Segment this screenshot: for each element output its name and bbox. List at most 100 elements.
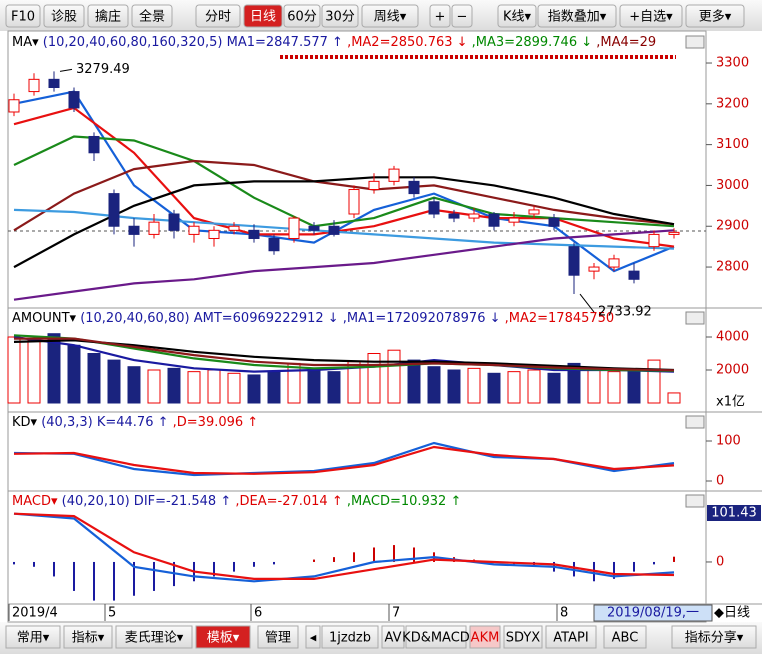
toolbar-label[interactable]: 指数叠加▾	[548, 10, 607, 25]
volume-bar	[547, 372, 561, 404]
ma-line	[13, 159, 675, 232]
bottom-tab[interactable]	[5, 625, 61, 649]
toolbar-button[interactable]	[131, 4, 173, 28]
toolbar-label[interactable]: 全景	[139, 9, 165, 25]
ma-line	[13, 512, 675, 580]
candle-body	[68, 91, 80, 109]
toolbar-button[interactable]	[537, 4, 617, 28]
bottom-tab[interactable]	[115, 625, 193, 649]
bottom-tab-label[interactable]: KD&MACD	[402, 631, 470, 646]
toolbar-button[interactable]	[497, 4, 537, 28]
header-item: DIF=-21.548 ↑	[130, 494, 232, 509]
toolbar-button[interactable]	[87, 4, 129, 28]
bottom-tab-label[interactable]: 指标分享▾	[685, 630, 744, 646]
toolbar-button[interactable]	[5, 4, 41, 28]
candle-body	[368, 180, 380, 191]
toolbar-label[interactable]: 诊股	[51, 10, 77, 25]
candle-body	[628, 270, 640, 280]
candle-body	[328, 225, 340, 235]
header-item: (10,20,40,60,80,160,320,5)	[43, 35, 223, 50]
volume-bar	[647, 359, 661, 404]
bottom-tab[interactable]	[257, 625, 299, 649]
toolbar-label[interactable]: 周线▾	[374, 10, 407, 25]
volume-bar	[67, 344, 81, 404]
y-tick-label: 0	[716, 474, 724, 489]
toolbar-label[interactable]: −	[457, 10, 468, 25]
bottom-tab[interactable]	[603, 625, 647, 649]
toolbar-button[interactable]	[243, 4, 283, 28]
toolbar-button[interactable]	[619, 4, 683, 28]
volume-bar	[247, 374, 261, 404]
toolbar-label[interactable]: K线▾	[503, 10, 532, 25]
bottom-tab[interactable]	[305, 625, 321, 649]
candle-body	[488, 213, 500, 227]
ma-line	[13, 208, 675, 250]
toolbar-button[interactable]	[429, 4, 451, 28]
ma-line	[13, 90, 675, 273]
candle-body	[28, 78, 40, 93]
toolbar-button[interactable]	[685, 4, 745, 28]
volume-bar	[527, 369, 541, 404]
bottom-tab-label[interactable]: 模板▾	[207, 631, 240, 646]
bottom-tab[interactable]	[63, 625, 113, 649]
toolbar-button[interactable]	[283, 4, 321, 28]
bottom-tab[interactable]	[545, 625, 597, 649]
toolbar-label[interactable]: 擒庄	[95, 9, 121, 25]
bottom-tab-label[interactable]: ◂	[310, 631, 317, 646]
bottom-tab-label[interactable]: ATAPI	[553, 631, 588, 646]
bottom-tab-label[interactable]: 常用▾	[17, 631, 50, 646]
toolbar-label[interactable]: 更多▾	[699, 9, 732, 25]
y-tick-label: 3300	[716, 56, 749, 71]
toolbar-button[interactable]	[195, 4, 241, 28]
date-box	[593, 604, 713, 622]
bottom-tab-label[interactable]: 管理	[265, 631, 291, 646]
bottom-tab[interactable]	[321, 625, 379, 649]
unit-label: x1亿	[716, 395, 745, 410]
candle-body	[128, 225, 140, 235]
y-tick-label: 4000	[716, 329, 749, 344]
toolbar-label[interactable]: +	[435, 10, 446, 25]
bottom-tab[interactable]	[405, 625, 467, 649]
toolbar-label[interactable]: F10	[11, 10, 35, 25]
header-item: MA▾	[12, 35, 43, 50]
volume-bar	[567, 362, 581, 404]
y-tick-label: 3000	[716, 178, 749, 193]
header-item: ,MA4=29	[592, 35, 656, 50]
bottom-tab[interactable]	[469, 625, 501, 649]
bottom-tab-label[interactable]: AKM	[471, 631, 500, 646]
bottom-tab[interactable]	[503, 625, 543, 649]
bottom-tab-label[interactable]: 麦氏理论▾	[125, 631, 184, 646]
candle-body	[428, 201, 440, 215]
bottom-tab-label[interactable]: AV	[385, 631, 402, 646]
toolbar-label[interactable]: 60分	[287, 10, 317, 25]
candle-body	[268, 237, 280, 252]
toolbar-label[interactable]: 日线	[250, 10, 276, 25]
bottom-tab-label[interactable]: ABC	[612, 631, 639, 646]
volume-bar	[607, 371, 621, 404]
ma-line	[13, 176, 675, 269]
bottom-tab[interactable]	[195, 625, 251, 649]
ma-line	[13, 106, 675, 248]
panel-header: KD▾ (40,3,3) K=44.76 ↑ ,D=39.096 ↑	[12, 415, 258, 430]
bottom-tab-label[interactable]: 1jzdzb	[329, 631, 371, 646]
bottom-tab-label[interactable]: 指标▾	[72, 631, 105, 646]
annotation-leader	[579, 293, 595, 313]
toolbar-label[interactable]: +自选▾	[629, 10, 673, 25]
bottom-tab[interactable]	[381, 625, 405, 649]
toolbar-button[interactable]	[451, 4, 473, 28]
header-item: KD▾	[12, 415, 41, 430]
toolbar-button[interactable]	[361, 4, 419, 28]
panel-icons	[685, 35, 705, 49]
bottom-tab[interactable]	[671, 625, 757, 649]
candle-body	[508, 217, 520, 223]
toolbar-button[interactable]	[321, 4, 359, 28]
toolbar-label[interactable]: 分时	[205, 10, 231, 25]
bottom-tab-label[interactable]: SDYX	[506, 631, 540, 646]
panel-icons	[685, 311, 705, 325]
panel-header: MACD▾ (40,20,10) DIF=-21.548 ↑ ,DEA=-27.…	[12, 494, 461, 509]
toolbar-button[interactable]	[43, 4, 85, 28]
candle-body	[408, 180, 420, 195]
toolbar-label[interactable]: 30分	[325, 10, 355, 25]
